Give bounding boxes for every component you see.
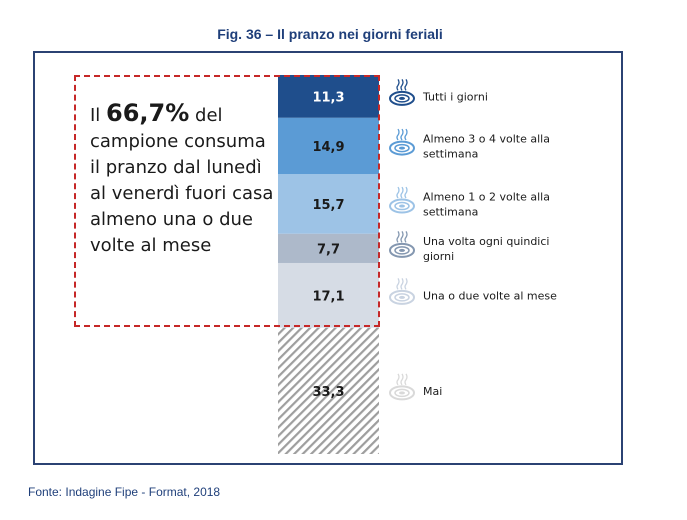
highlight-callout-box: [74, 75, 380, 327]
data-label: 17,1: [312, 289, 344, 304]
plate-icon: [389, 373, 415, 401]
data-label: 15,7: [312, 198, 344, 213]
plate-icon: [389, 79, 415, 106]
callout-suffix: del campione consuma il pranzo dal luned…: [90, 105, 274, 256]
data-label: 7,7: [317, 242, 340, 257]
callout-prefix: Il: [90, 105, 107, 126]
plate-icon: [389, 128, 415, 156]
legend-label: Una o due volte al mese: [423, 289, 557, 302]
data-label: 11,3: [312, 90, 344, 105]
legend-label: Mai: [423, 385, 442, 398]
bar-segment: [278, 262, 379, 328]
bar-segment: [278, 233, 379, 263]
bar-segment: [278, 174, 379, 234]
legend-label: Una volta ogni quindici giorni: [423, 235, 549, 263]
plate-icon: [389, 278, 415, 305]
bar-segment: [278, 75, 379, 118]
data-label: 14,9: [312, 140, 344, 155]
legend-label: Tutti i giorni: [422, 90, 488, 103]
legend-label: Almeno 1 o 2 volte alla settimana: [423, 191, 550, 219]
plate-icon: [389, 186, 415, 214]
plate-icon: [389, 231, 415, 258]
source-note: Fonte: Indagine Fipe - Format, 2018: [28, 485, 221, 499]
callout-text: Il 66,7% del campione consuma il pranzo …: [90, 100, 275, 259]
figure-title: Fig. 36 – Il pranzo nei giorni feriali: [217, 26, 443, 42]
data-label: 33,3: [312, 385, 344, 400]
bar-segment: [278, 117, 379, 175]
bar-segment: [278, 327, 379, 454]
legend-label: Almeno 3 o 4 volte alla settimana: [423, 133, 550, 161]
chart-frame: [33, 51, 623, 465]
callout-highlight: 66,7%: [106, 99, 190, 127]
